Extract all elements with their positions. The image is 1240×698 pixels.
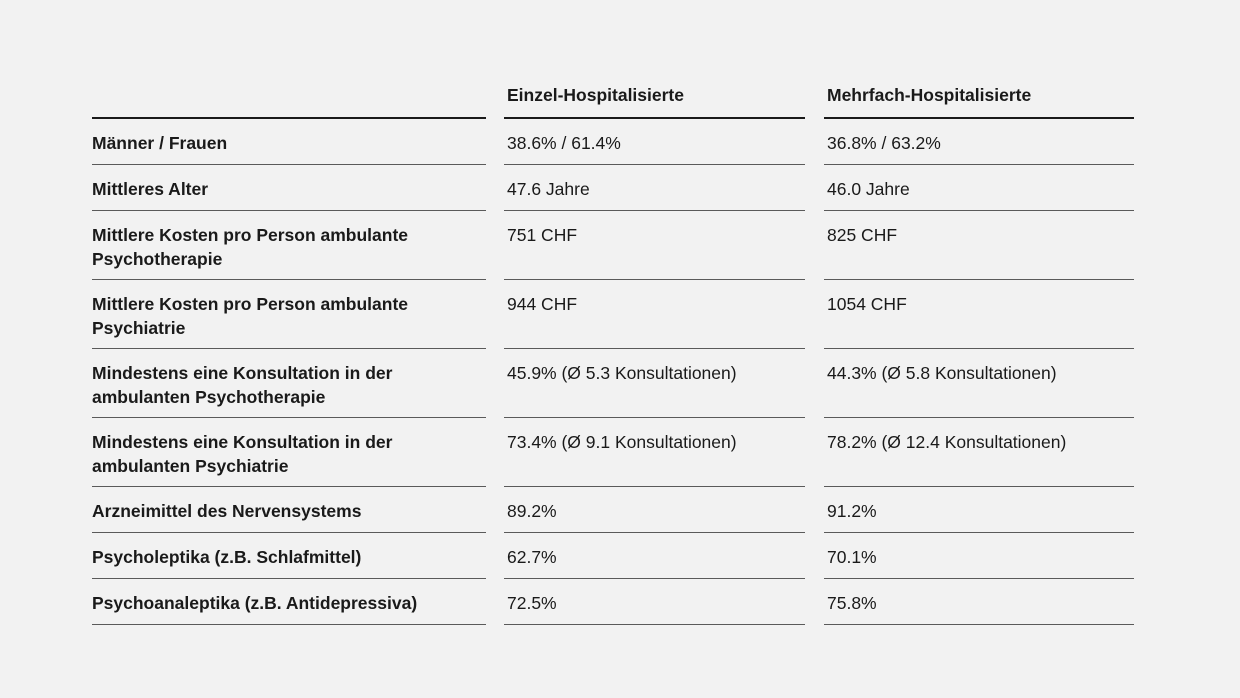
row-label: Mindestens eine Konsultation in der ambu… [92, 349, 486, 418]
cell-einzel: 45.9% (Ø 5.3 Konsultationen) [504, 349, 805, 418]
row-label: Mittlere Kosten pro Person ambulante Psy… [92, 211, 486, 280]
row-label: Arzneimittel des Nervensystems [92, 487, 486, 533]
row-label: Psychoanaleptika (z.B. Antidepressiva) [92, 579, 486, 625]
cell-einzel: 62.7% [504, 533, 805, 579]
header-mehrfach-hospitalisierte: Mehrfach-Hospitalisierte [824, 78, 1134, 119]
cell-mehrfach: 46.0 Jahre [824, 165, 1134, 211]
cell-mehrfach: 1054 CHF [824, 280, 1134, 349]
header-empty [92, 78, 486, 119]
row-label: Mindestens eine Konsultation in der ambu… [92, 418, 486, 487]
cell-einzel: 89.2% [504, 487, 805, 533]
cell-mehrfach: 78.2% (Ø 12.4 Konsultationen) [824, 418, 1134, 487]
cell-einzel: 73.4% (Ø 9.1 Konsultationen) [504, 418, 805, 487]
row-label: Mittlere Kosten pro Person ambulante Psy… [92, 280, 486, 349]
table-row: Psycholeptika (z.B. Schlafmittel) 62.7% … [92, 533, 1134, 579]
comparison-table: Einzel-Hospitalisierte Mehrfach-Hospital… [92, 78, 1134, 625]
cell-mehrfach: 44.3% (Ø 5.8 Konsultationen) [824, 349, 1134, 418]
cell-einzel: 72.5% [504, 579, 805, 625]
table-row: Mittlere Kosten pro Person ambulante Psy… [92, 211, 1134, 280]
table-header-row: Einzel-Hospitalisierte Mehrfach-Hospital… [92, 78, 1134, 119]
cell-mehrfach: 91.2% [824, 487, 1134, 533]
cell-einzel: 47.6 Jahre [504, 165, 805, 211]
header-einzel-hospitalisierte: Einzel-Hospitalisierte [504, 78, 805, 119]
row-label: Mittleres Alter [92, 165, 486, 211]
cell-mehrfach: 75.8% [824, 579, 1134, 625]
cell-einzel: 944 CHF [504, 280, 805, 349]
table-row: Mittlere Kosten pro Person ambulante Psy… [92, 280, 1134, 349]
cell-mehrfach: 36.8% / 63.2% [824, 119, 1134, 165]
table-row: Mindestens eine Konsultation in der ambu… [92, 349, 1134, 418]
table-row: Psychoanaleptika (z.B. Antidepressiva) 7… [92, 579, 1134, 625]
row-label: Männer / Frauen [92, 119, 486, 165]
table-row: Männer / Frauen 38.6% / 61.4% 36.8% / 63… [92, 119, 1134, 165]
table-row: Mindestens eine Konsultation in der ambu… [92, 418, 1134, 487]
cell-einzel: 38.6% / 61.4% [504, 119, 805, 165]
row-label: Psycholeptika (z.B. Schlafmittel) [92, 533, 486, 579]
cell-mehrfach: 70.1% [824, 533, 1134, 579]
table-row: Arzneimittel des Nervensystems 89.2% 91.… [92, 487, 1134, 533]
cell-einzel: 751 CHF [504, 211, 805, 280]
table-row: Mittleres Alter 47.6 Jahre 46.0 Jahre [92, 165, 1134, 211]
cell-mehrfach: 825 CHF [824, 211, 1134, 280]
